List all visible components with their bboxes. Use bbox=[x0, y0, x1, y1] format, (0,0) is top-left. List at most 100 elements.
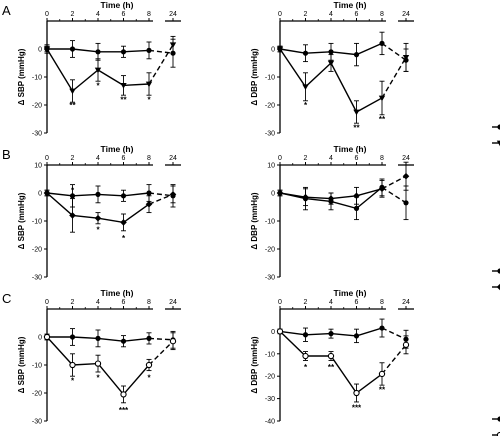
data-point bbox=[327, 60, 335, 67]
data-point bbox=[378, 370, 386, 378]
y-axis-label: Δ DBP (mmHg) bbox=[250, 336, 259, 393]
legend: WaterKGYGGVSLPEW bbox=[492, 416, 500, 436]
x-tick-label: 8 bbox=[380, 299, 384, 306]
time-axis-title: Time (h) bbox=[101, 144, 134, 154]
y-tick-label: -20 bbox=[265, 374, 275, 381]
data-point bbox=[120, 338, 127, 344]
significance-mark: * bbox=[96, 81, 100, 90]
x-tick-label: 2 bbox=[71, 299, 75, 306]
x-tick-label: 0 bbox=[278, 11, 282, 18]
y-axis-label: Δ SBP (mmHg) bbox=[17, 336, 26, 393]
x-tick-label: 0 bbox=[45, 11, 49, 18]
x-tick-label: 8 bbox=[380, 11, 384, 18]
data-point bbox=[145, 361, 153, 369]
legend-marker bbox=[497, 124, 500, 130]
y-tick-label: -10 bbox=[265, 351, 275, 358]
data-point bbox=[69, 46, 76, 52]
series-dashed-line bbox=[148, 193, 174, 205]
legend-marker bbox=[497, 268, 500, 274]
series-dashed-line bbox=[381, 175, 407, 190]
legend-marker bbox=[497, 416, 500, 422]
y-tick-label: 10 bbox=[267, 163, 275, 170]
data-point bbox=[94, 67, 102, 74]
y-tick-label: -30 bbox=[265, 396, 275, 403]
x-tick-label: 24 bbox=[169, 299, 177, 306]
data-point bbox=[378, 95, 386, 102]
y-axis-label: Δ SBP (mmHg) bbox=[17, 48, 26, 105]
significance-mark: ** bbox=[69, 101, 76, 110]
series-circle bbox=[44, 328, 176, 349]
data-point bbox=[402, 172, 410, 180]
y-tick-label: 0 bbox=[271, 329, 275, 336]
series-circle bbox=[44, 184, 176, 208]
panel-label-b: B bbox=[2, 147, 11, 162]
data-point bbox=[94, 214, 102, 222]
data-point bbox=[146, 335, 152, 341]
data-point bbox=[327, 352, 335, 360]
time-axis-title: Time (h) bbox=[334, 144, 367, 154]
significance-mark: *** bbox=[352, 404, 362, 413]
y-tick-label: 0 bbox=[38, 47, 42, 54]
legend-marker bbox=[496, 140, 500, 147]
panel-label-a: A bbox=[2, 3, 11, 18]
x-tick-label: 2 bbox=[304, 299, 308, 306]
y-tick-label: -20 bbox=[32, 391, 42, 398]
data-point bbox=[402, 341, 410, 348]
x-tick-label: 6 bbox=[122, 11, 126, 18]
y-tick-label: -30 bbox=[32, 419, 42, 426]
significance-mark: ** bbox=[120, 95, 127, 104]
series-circle bbox=[277, 31, 409, 72]
data-point bbox=[302, 50, 309, 56]
significance-mark: * bbox=[147, 374, 151, 383]
y-tick-label: -30 bbox=[265, 275, 275, 282]
data-point bbox=[69, 361, 76, 369]
y-tick-label: -10 bbox=[265, 75, 275, 82]
significance-mark: * bbox=[122, 234, 126, 243]
significance-mark: ** bbox=[328, 363, 335, 372]
data-point bbox=[43, 46, 51, 53]
y-tick-label: -40 bbox=[265, 419, 275, 426]
legend: WaterDAQSAPLRVY bbox=[492, 268, 500, 291]
x-tick-label: 2 bbox=[71, 11, 75, 18]
data-point bbox=[169, 42, 177, 48]
data-point bbox=[120, 193, 127, 199]
data-point bbox=[120, 219, 127, 226]
x-tick-label: 2 bbox=[304, 11, 308, 18]
data-point bbox=[327, 195, 335, 202]
series-dashed-line bbox=[381, 327, 407, 340]
data-point bbox=[302, 193, 309, 201]
data-point bbox=[353, 52, 360, 58]
significance-mark: * bbox=[96, 374, 100, 383]
data-point bbox=[145, 81, 153, 88]
data-point bbox=[120, 83, 127, 89]
time-axis-title: Time (h) bbox=[334, 0, 367, 10]
x-tick-label: 6 bbox=[355, 11, 359, 18]
x-tick-label: 8 bbox=[147, 11, 151, 18]
y-tick-label: -20 bbox=[265, 247, 275, 254]
x-tick-label: 8 bbox=[147, 299, 151, 306]
data-point bbox=[403, 200, 409, 206]
y-tick-label: 0 bbox=[271, 47, 275, 54]
x-tick-label: 4 bbox=[96, 11, 100, 18]
series-triangle-down bbox=[43, 35, 177, 103]
data-point bbox=[43, 189, 51, 197]
series-dashed-line bbox=[381, 42, 407, 61]
x-tick-label: 24 bbox=[402, 155, 410, 162]
data-point bbox=[169, 191, 177, 198]
data-point bbox=[353, 205, 360, 211]
x-tick-label: 8 bbox=[380, 155, 384, 162]
data-point bbox=[353, 192, 360, 200]
y-tick-label: 0 bbox=[271, 191, 275, 198]
series-circle bbox=[277, 178, 409, 221]
x-tick-label: 0 bbox=[45, 299, 49, 306]
x-tick-label: 24 bbox=[169, 11, 177, 18]
data-point bbox=[95, 49, 101, 55]
significance-mark: * bbox=[147, 95, 151, 104]
x-tick-label: 4 bbox=[96, 155, 100, 162]
series-dashed-line bbox=[381, 186, 407, 204]
x-tick-label: 6 bbox=[122, 299, 126, 306]
